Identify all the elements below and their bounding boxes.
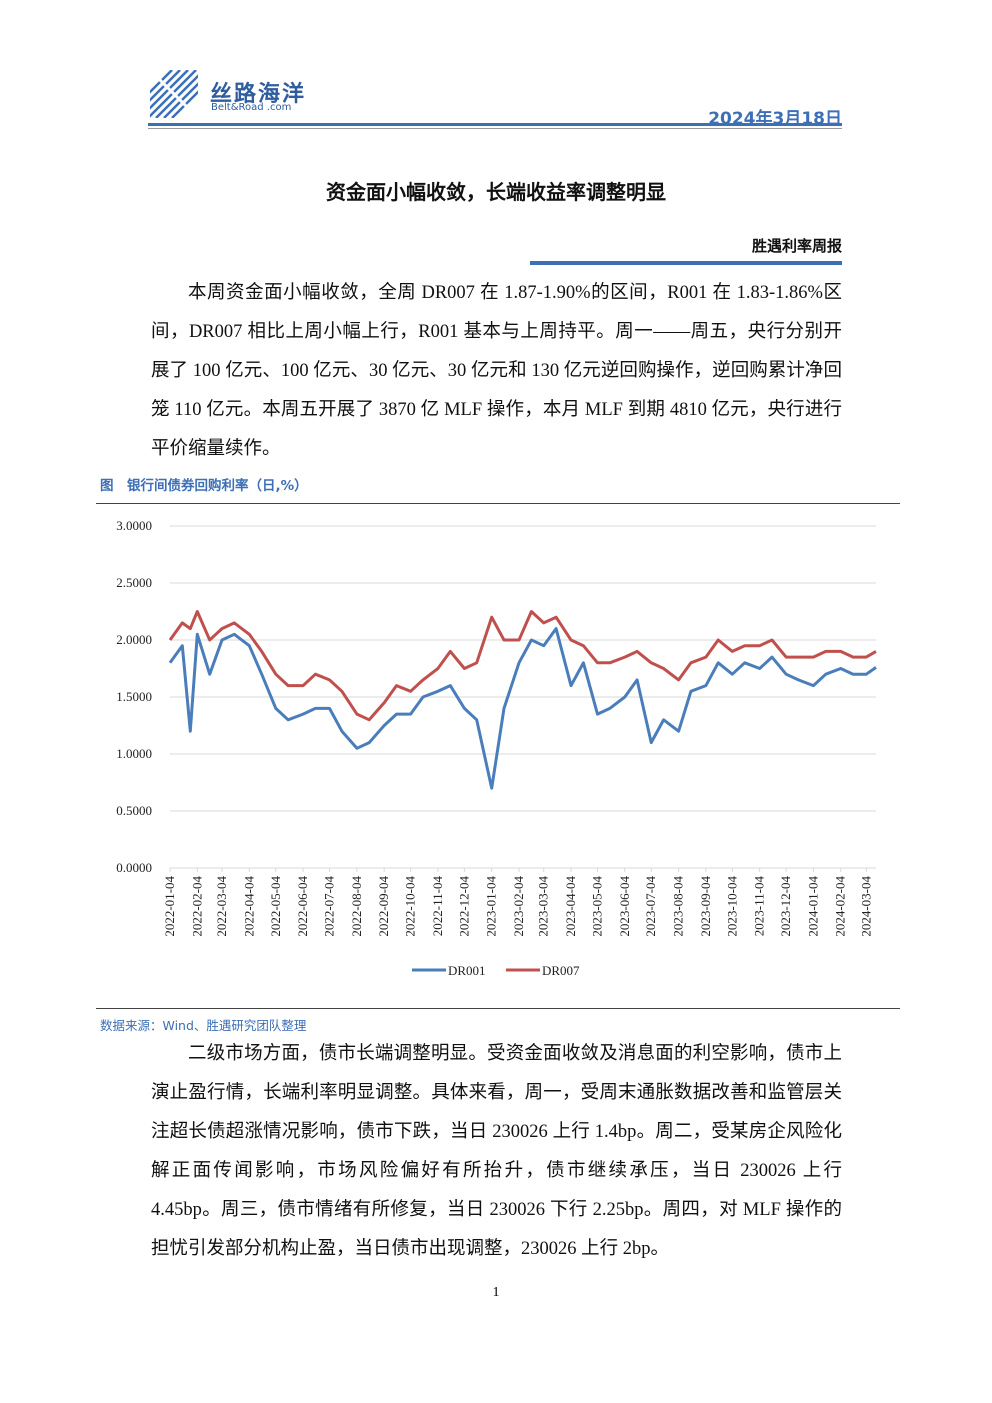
x-tick-label: 2022-01-04 [162,876,177,937]
y-tick-label: 1.5000 [116,689,152,704]
figure-top-rule [96,503,900,504]
logo-en: Belt&Road .com [211,102,292,113]
legend-label: DR001 [448,963,486,978]
source-note: 数据来源：Wind、胜遇研究团队整理 [100,1018,307,1033]
x-tick-label: 2022-06-04 [295,876,310,937]
x-tick-label: 2023-05-04 [589,876,604,937]
y-tick-label: 0.5000 [116,803,152,818]
page-number: 1 [492,1285,500,1300]
x-tick-label: 2022-08-04 [349,876,364,937]
x-tick-label: 2023-01-04 [484,876,499,937]
paragraph: 二级市场方面，债市长端调整明显。受资金面收敛及消息面的利空影响，债市上演止盈行情… [151,1044,842,1259]
y-tick-label: 0.0000 [116,860,152,875]
x-tick-label: 2023-03-04 [536,876,551,937]
x-tick-label: 2023-07-04 [643,876,658,937]
subtitle-bar [530,261,842,265]
logo-cn: 丝路海洋 [210,82,307,107]
x-tick-label: 2022-02-04 [189,876,204,937]
x-tick-label: 2023-06-04 [617,876,632,937]
x-tick-label: 2023-09-04 [698,876,713,937]
header-rule-thin [148,128,842,129]
paragraph: 本周资金面小幅收敛，全周 DR007 在 1.87-1.90%的区间，R001 … [151,283,842,459]
y-tick-label: 3.0000 [116,518,152,533]
x-tick-label: 2023-10-04 [724,876,739,937]
line-series [168,610,877,722]
x-tick-label: 2022-05-04 [268,876,283,937]
x-tick-label: 2022-09-04 [376,876,391,937]
x-tick-label: 2023-04-04 [563,876,578,937]
x-tick-label: 2023-12-04 [778,876,793,937]
y-tick-label: 2.0000 [116,632,152,647]
x-tick-label: 2022-07-04 [322,876,337,937]
subtitle: 胜遇利率周报 [751,237,842,255]
x-tick-label: 2023-02-04 [511,876,526,937]
y-tick-label: 1.0000 [116,746,152,761]
x-tick-label: 2022-10-04 [403,876,418,937]
line-series [168,627,877,790]
x-tick-label: 2022-03-04 [214,876,229,937]
x-tick-label: 2023-08-04 [671,876,686,937]
figure-bottom-rule [96,1008,900,1009]
header-rule [148,123,842,126]
x-tick-label: 2023-11-04 [752,876,767,937]
y-tick-label: 2.5000 [116,575,152,590]
logo-icon [150,70,198,118]
x-tick-label: 2022-12-04 [456,876,471,937]
chart: 0.0000 0.5000 1.0000 1.5000 2.0000 2.5000 3.00… [116,518,877,978]
legend-label: DR007 [542,963,580,978]
title: 资金面小幅收敛，长端收益率调整明显 [326,180,666,204]
x-tick-label: 2024-03-04 [858,876,873,937]
x-tick-label: 2024-02-04 [833,876,848,937]
figure-caption: 图 银行间债券回购利率（日,%） [100,478,308,494]
x-tick-label: 2022-04-04 [241,876,256,937]
x-tick-label: 2024-01-04 [805,876,820,937]
x-tick-label: 2022-11-04 [430,876,445,937]
